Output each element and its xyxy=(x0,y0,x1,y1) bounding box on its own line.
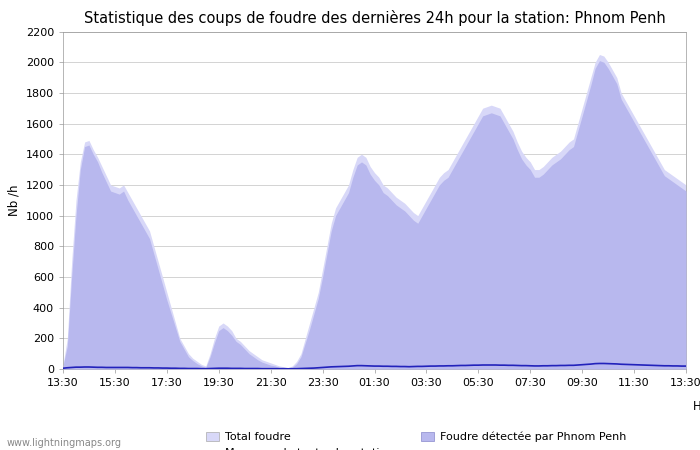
Text: www.lightningmaps.org: www.lightningmaps.org xyxy=(7,438,122,448)
Text: Heure: Heure xyxy=(693,400,700,413)
Legend: Total foudre, Moyenne de toutes les stations, Foudre détectée par Phnom Penh: Total foudre, Moyenne de toutes les stat… xyxy=(206,432,626,450)
Y-axis label: Nb /h: Nb /h xyxy=(7,184,20,216)
Title: Statistique des coups de foudre des dernières 24h pour la station: Phnom Penh: Statistique des coups de foudre des dern… xyxy=(83,10,666,26)
